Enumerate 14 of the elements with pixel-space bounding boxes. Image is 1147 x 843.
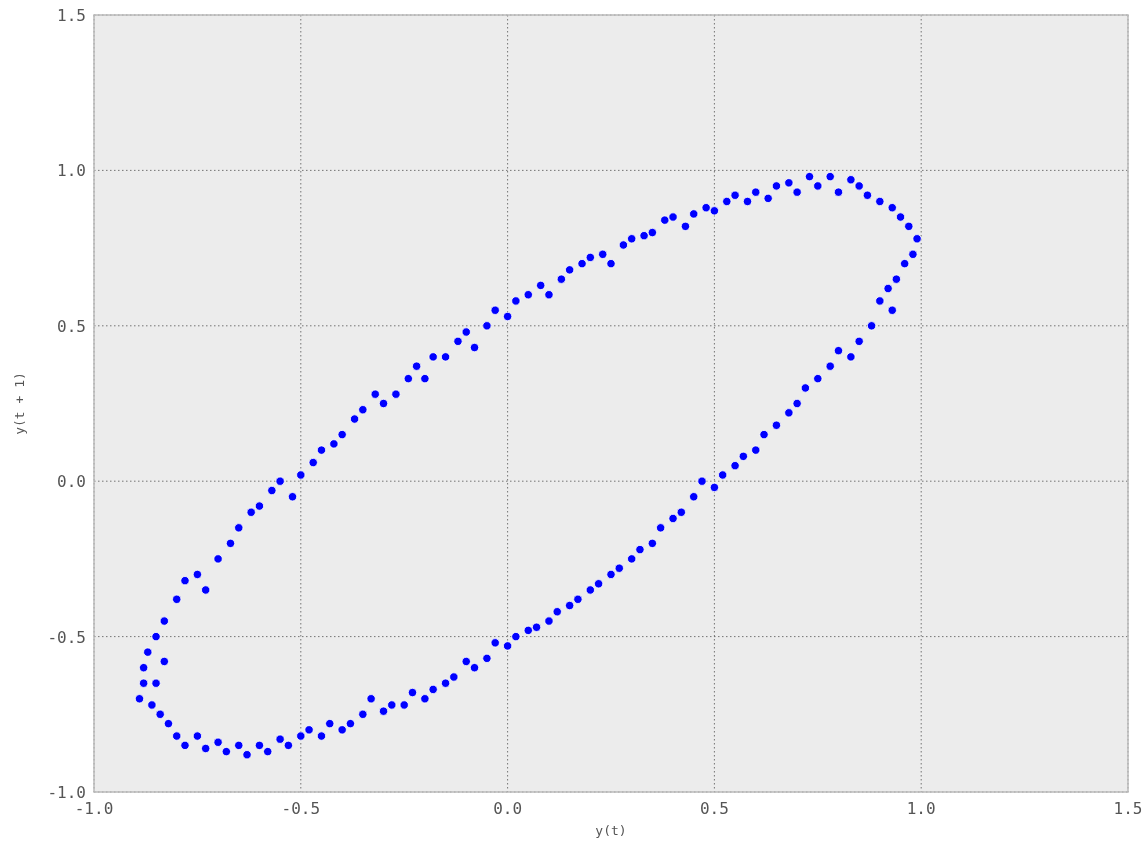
y-tick-label: 0.5 xyxy=(57,316,86,336)
x-tick-label: 0.0 xyxy=(493,799,523,818)
x-tick-label: -1.0 xyxy=(74,799,114,818)
y-tick-label: -1.0 xyxy=(47,783,86,802)
y-tick-label: 1.5 xyxy=(57,6,86,25)
x-axis-title: y(t) xyxy=(595,823,627,838)
y-tick-label: -0.5 xyxy=(47,627,86,647)
y-tick-label: 1.0 xyxy=(57,161,86,181)
x-tick-label: 0.5 xyxy=(699,799,729,818)
y-axis-title: y(t + 1) xyxy=(12,372,27,435)
x-tick-label: -0.5 xyxy=(281,799,321,818)
x-tick-label: 1.0 xyxy=(906,799,936,818)
y-tick-label: 0.0 xyxy=(57,472,86,492)
x-tick-label: 1.5 xyxy=(1113,799,1143,818)
